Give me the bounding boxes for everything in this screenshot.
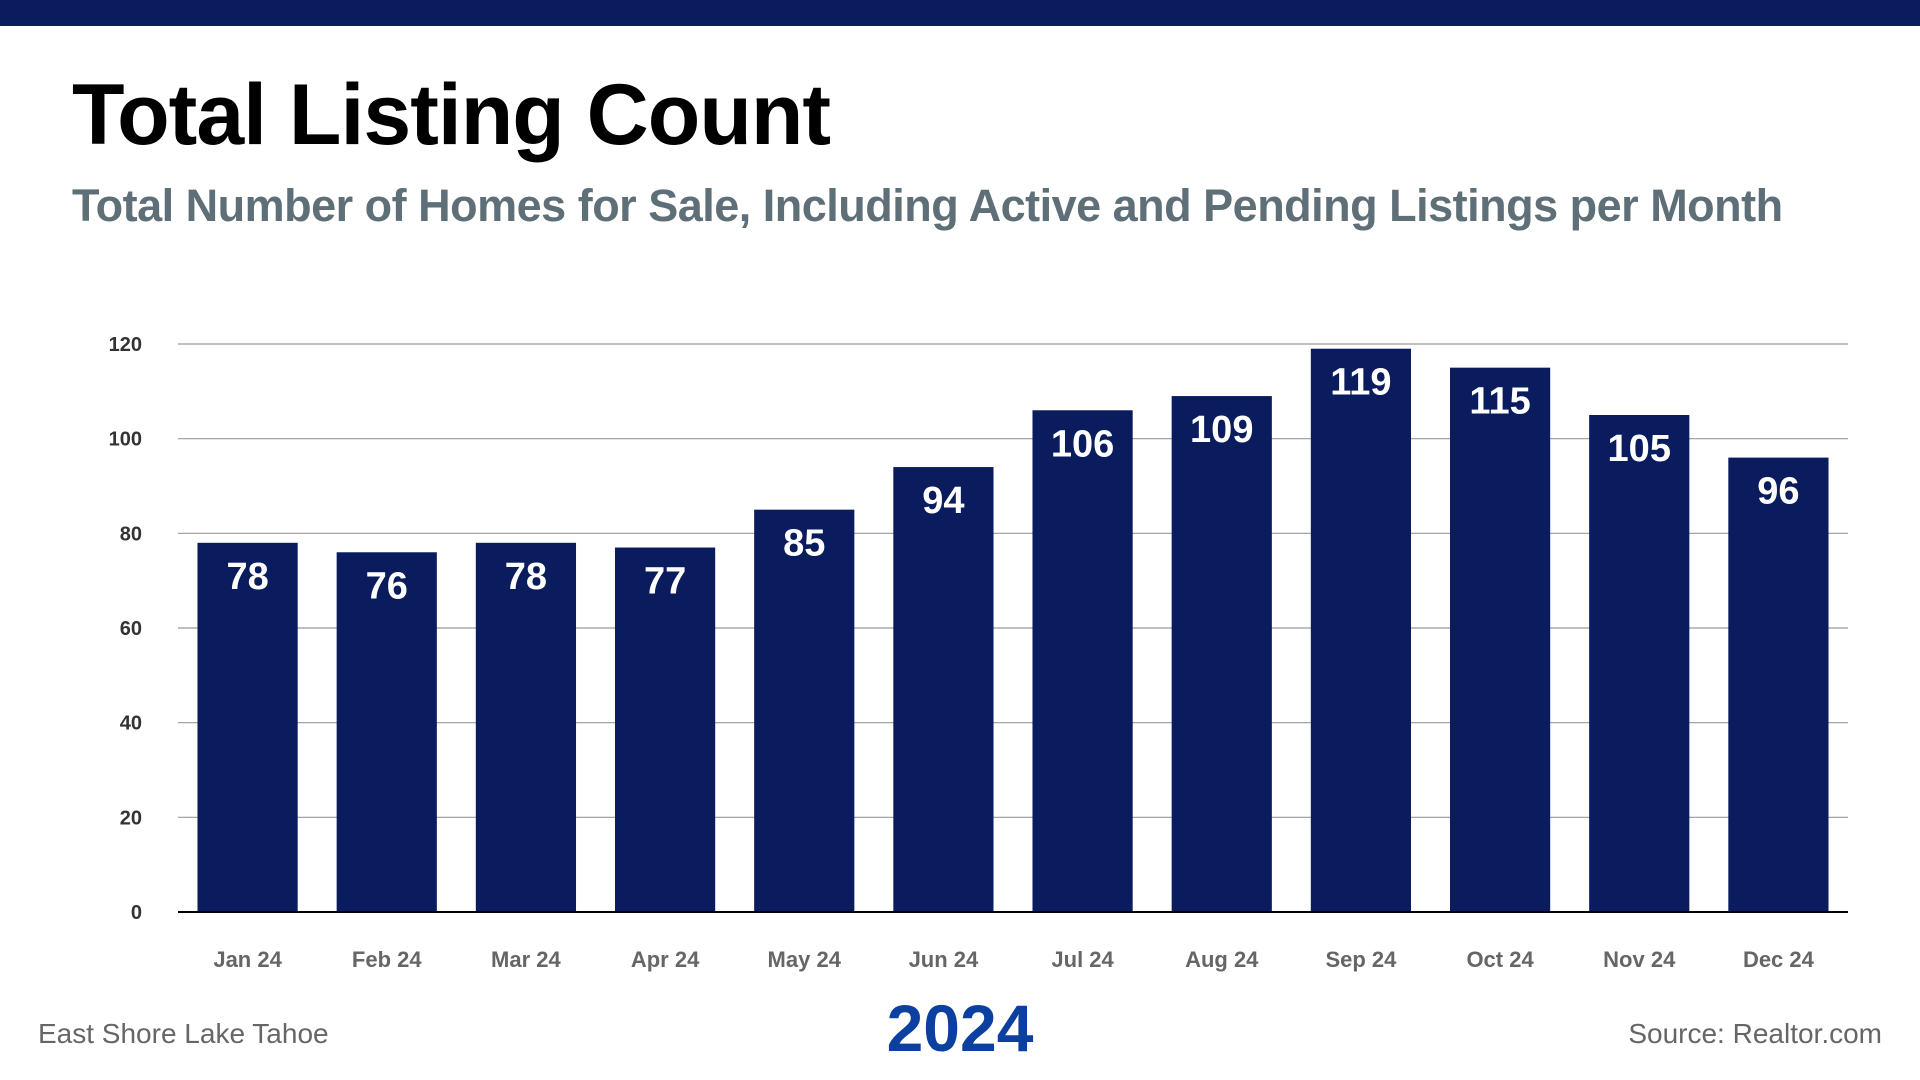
chart-subtitle: Total Number of Homes for Sale, Includin… [72, 180, 1783, 231]
x-tick-label: Dec 24 [1743, 947, 1815, 972]
data-label: 105 [1608, 428, 1671, 470]
x-tick-label: Mar 24 [491, 947, 561, 972]
source-label: Source: Realtor.com [1628, 1018, 1882, 1049]
data-label: 78 [505, 556, 547, 598]
data-label: 76 [366, 565, 408, 607]
x-tick-label: Aug 24 [1185, 947, 1259, 972]
data-label: 96 [1757, 471, 1799, 513]
y-tick-label: 40 [120, 713, 142, 735]
data-label: 109 [1190, 409, 1253, 451]
data-label: 106 [1051, 423, 1114, 465]
x-tick-label: Jan 24 [213, 947, 282, 972]
bar-jun-24 [893, 467, 994, 912]
data-label: 119 [1330, 362, 1391, 404]
x-axis-ticks: Jan 24 Feb 24 Mar 24 Apr 24 May 24 Jun 24 Jul … [213, 947, 1814, 972]
grid-lines [178, 343, 1848, 818]
bar-dec-24 [1728, 457, 1829, 912]
data-label: 77 [644, 561, 686, 603]
y-tick-label: 120 [109, 334, 142, 356]
y-tick-label: 80 [120, 523, 142, 545]
data-label: 78 [226, 556, 268, 598]
data-label: 94 [922, 480, 964, 522]
bar-sep-24 [1310, 348, 1412, 912]
x-tick-label: May 24 [768, 947, 842, 972]
x-tick-label: Feb 24 [352, 947, 422, 972]
bar-mar-24 [475, 542, 577, 912]
top-accent-bar [0, 0, 1920, 26]
x-tick-label: Nov 24 [1603, 947, 1676, 972]
bar-jul-24 [1032, 410, 1133, 912]
data-label: 85 [783, 523, 825, 565]
data-label: 115 [1469, 381, 1530, 423]
bar-jan-24 [197, 542, 298, 912]
y-tick-label: 20 [120, 807, 142, 829]
x-tick-label: Jun 24 [909, 947, 979, 972]
bar-feb-24 [336, 552, 437, 912]
data-labels: 78 76 78 77 85 94 106 109 119 115 105 96 [226, 362, 1799, 608]
bars [197, 348, 1829, 913]
bar-apr-24 [614, 547, 716, 912]
x-tick-label: Apr 24 [631, 947, 700, 972]
bar-oct-24 [1449, 367, 1551, 913]
x-tick-label: Oct 24 [1466, 947, 1534, 972]
y-axis-ticks: 0 20 40 60 80 100 120 [109, 334, 142, 924]
chart-title: Total Listing Count [72, 67, 831, 163]
bar-aug-24 [1171, 396, 1272, 913]
bar-nov-24 [1589, 415, 1690, 912]
bar-may-24 [754, 509, 855, 912]
y-tick-label: 60 [120, 618, 142, 640]
bar-chart: 0 20 40 60 80 100 120 78 76 78 77 85 94 106 109 119 115… [109, 334, 1848, 972]
x-tick-label: Jul 24 [1051, 947, 1114, 972]
y-tick-label: 0 [131, 902, 142, 924]
x-tick-label: Sep 24 [1325, 947, 1397, 972]
year-label: 2024 [886, 991, 1034, 1065]
y-tick-label: 100 [109, 429, 142, 451]
location-label: East Shore Lake Tahoe [38, 1018, 329, 1049]
